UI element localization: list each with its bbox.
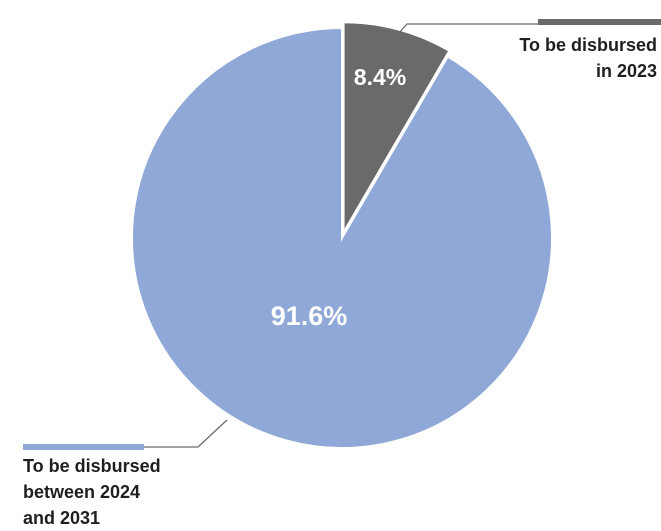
slice-labels-group: 8.4% 91.6% [271, 64, 407, 331]
callouts-group [23, 19, 661, 450]
legend-swatch-2024 [23, 444, 144, 450]
leader-line-2024 [144, 419, 228, 448]
legend-swatch-2023 [538, 19, 661, 25]
slice-value-label-2024: 91.6% [271, 301, 348, 331]
slice-value-label-2023: 8.4% [354, 64, 406, 90]
slices-group [131, 21, 553, 449]
pie-slice-2023 [342, 21, 451, 236]
legend-label-2023: To be disbursed in 2023 [519, 35, 657, 81]
pie-slice-2024-2031 [131, 26, 553, 449]
legend-label-2024-2031: To be disbursed between 2024 and 2031 [23, 456, 161, 528]
leader-line-2023 [382, 23, 538, 52]
